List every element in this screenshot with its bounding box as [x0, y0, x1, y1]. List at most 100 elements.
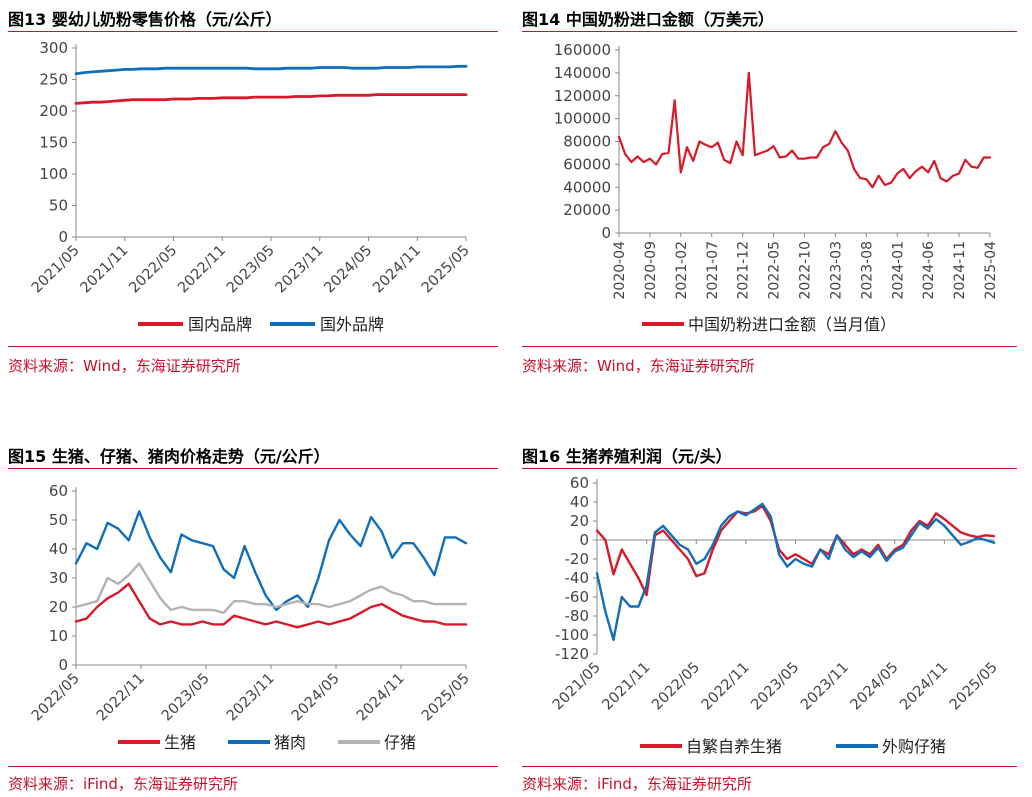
- x-tick-label: 2023-08: [859, 241, 875, 300]
- series-line-3: [74, 562, 468, 615]
- x-tick-label: 2022-10: [798, 241, 814, 300]
- title-rule: [8, 468, 498, 469]
- x-tick-label: 2020-04: [612, 241, 628, 300]
- y-tick-label: 80000: [563, 133, 611, 151]
- legend-label: 国内品牌: [188, 315, 252, 334]
- x-tick-label: 2022/05: [126, 243, 180, 297]
- source-note: 资料来源：Wind，东海证券研究所: [522, 357, 755, 375]
- x-tick-label: 2021-02: [674, 241, 690, 300]
- y-tick-label: 60000: [563, 155, 611, 173]
- y-tick-label: 140000: [554, 64, 611, 82]
- bottom-rule: [522, 766, 1017, 767]
- bottom-rule: [8, 766, 498, 767]
- y-tick-label: 40: [49, 540, 68, 558]
- y-tick-label: 50: [49, 511, 68, 529]
- y-tick-label: 20000: [563, 201, 611, 219]
- x-tick-label: 2024-11: [952, 241, 968, 300]
- x-tick-label: 2022/11: [699, 660, 753, 714]
- y-tick-label: 10: [49, 627, 68, 645]
- chart-title: 图16 生猪养殖利润（元/头）: [522, 447, 732, 466]
- x-tick-label: 2024/05: [289, 671, 343, 725]
- x-tick-label: 2022/05: [29, 671, 83, 725]
- y-tick-label: 40000: [563, 178, 611, 196]
- chart-title: 图14 中国奶粉进口金额（万美元）: [522, 10, 774, 29]
- title-rule: [8, 31, 498, 32]
- x-tick-label: 2023/05: [748, 660, 802, 714]
- panel-milk-import-amount: 图14 中国奶粉进口金额（万美元） 0 20000 40000 60000 80000 1…: [522, 0, 1017, 390]
- bottom-rule: [522, 346, 1017, 347]
- y-tick-label: 30: [49, 569, 68, 587]
- chart-title: 图15 生猪、仔猪、猪肉价格走势（元/公斤）: [8, 447, 330, 466]
- x-tick-label: 2024-01: [890, 241, 906, 300]
- title-rule: [522, 31, 1017, 32]
- x-tick-label: 2022/11: [94, 671, 148, 725]
- y-tick-label: 150: [39, 134, 68, 152]
- y-tick-label: 40: [570, 493, 589, 511]
- x-tick-label: 2022/11: [175, 243, 229, 297]
- legend-label: 外购仔猪: [882, 737, 946, 756]
- y-tick-label: 0: [579, 531, 589, 549]
- chart-milk-import-amount: 0 20000 40000 60000 80000 100000 120000 140000 1…: [554, 41, 999, 334]
- y-tick-label: 50: [49, 197, 68, 215]
- source-note: 资料来源：Wind，东海证券研究所: [8, 357, 241, 375]
- x-tick-label: 2023/05: [159, 671, 213, 725]
- x-tick-label: 2024/11: [897, 660, 951, 714]
- x-tick-label: 2024/11: [354, 671, 408, 725]
- y-tick-label: -40: [565, 569, 590, 587]
- source-note: 资料来源：iFind，东海证券研究所: [522, 775, 752, 793]
- series-line-1: [595, 504, 996, 597]
- chart-title: 图13 婴幼儿奶粉零售价格（元/公斤）: [8, 10, 282, 29]
- legend-label: 自繁自养生猪: [686, 737, 782, 756]
- y-tick-label: 250: [39, 71, 68, 89]
- y-tick-label: -80: [565, 607, 590, 625]
- series-line-2: [595, 502, 996, 642]
- y-tick-label: 100000: [554, 110, 611, 128]
- x-tick-label: 2021-07: [705, 241, 721, 300]
- chart-pig-prices: 0 10 20 30 40 50 60 2022/05 2022/11 2023/05 2023/1…: [29, 482, 473, 752]
- y-tick-label: -120: [555, 645, 589, 663]
- source-note: 资料来源：iFind，东海证券研究所: [8, 775, 238, 793]
- bottom-rule: [8, 346, 498, 347]
- legend-label: 仔猪: [384, 733, 416, 752]
- y-tick-label: 120000: [554, 87, 611, 105]
- title-rule: [522, 468, 1017, 469]
- chart-milk-retail-price: 0501001502002503002021/052021/112022/052…: [29, 39, 473, 334]
- y-tick-label: 160000: [554, 41, 611, 59]
- y-tick-label: 20: [570, 512, 589, 530]
- y-tick-label: -20: [565, 550, 590, 568]
- x-tick-label: 2023/11: [224, 671, 278, 725]
- legend-label: 国外品牌: [320, 315, 384, 334]
- x-tick-label: 2025/05: [419, 243, 473, 297]
- x-tick-label: 2025-04: [983, 241, 999, 300]
- series-line-1: [617, 71, 992, 189]
- x-tick-label: 2025/05: [947, 660, 1001, 714]
- series-line-2: [74, 510, 468, 612]
- x-tick-label: 2023-03: [828, 241, 844, 300]
- x-tick-label: 2024/05: [321, 243, 375, 297]
- x-tick-label: 2024/05: [848, 660, 902, 714]
- y-tick-label: 20: [49, 598, 68, 616]
- x-tick-label: 2025/05: [419, 671, 473, 725]
- x-tick-label: 2021/05: [29, 243, 83, 297]
- x-tick-label: 2021-12: [736, 241, 752, 299]
- series-line-1: [74, 582, 468, 629]
- y-tick-label: 200: [39, 102, 68, 120]
- x-tick-label: 2023/11: [273, 243, 327, 297]
- x-tick-label: 2020-09: [643, 241, 659, 300]
- y-tick-label: 0: [601, 224, 611, 242]
- legend-label: 生猪: [164, 733, 196, 752]
- y-tick-label: 100: [39, 165, 68, 183]
- x-tick-label: 2021/05: [550, 660, 604, 714]
- legend-label: 猪肉: [274, 733, 306, 752]
- panel-milk-retail-price: 图13 婴幼儿奶粉零售价格（元/公斤） 0 50 100 150 200 250 300 20…: [8, 0, 498, 390]
- x-tick-label: 2022-05: [767, 241, 783, 300]
- y-tick-label: 0: [58, 656, 68, 674]
- x-tick-label: 2021/11: [600, 660, 654, 714]
- x-tick-label: 2024-06: [921, 241, 937, 300]
- y-tick-label: 60: [49, 482, 68, 500]
- x-tick-label: 2024/11: [370, 243, 424, 297]
- y-tick-label: 0: [58, 228, 68, 246]
- y-tick-label: 60: [570, 474, 589, 492]
- x-tick-label: 2023/05: [224, 243, 278, 297]
